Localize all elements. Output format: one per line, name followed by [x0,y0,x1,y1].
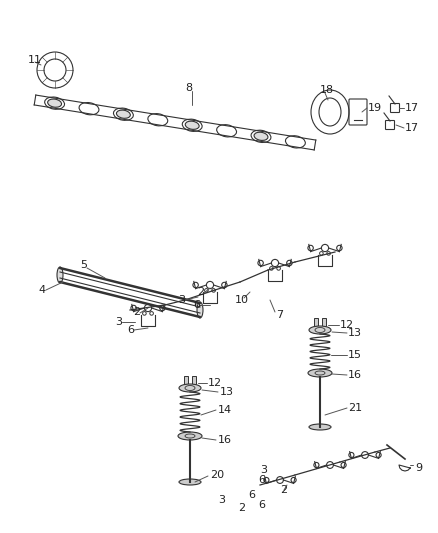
Text: 4: 4 [38,285,45,295]
Text: 20: 20 [210,470,224,480]
Text: 11: 11 [28,55,42,65]
Text: 19: 19 [368,103,382,113]
Text: 2: 2 [280,485,287,495]
Text: 16: 16 [218,435,232,445]
Ellipse shape [185,121,199,130]
Bar [192,376,196,384]
Text: 6: 6 [193,300,200,310]
Text: 8: 8 [185,83,192,93]
Text: 5: 5 [80,260,87,270]
Text: 9: 9 [415,463,422,473]
Bar [322,318,326,326]
Text: 12: 12 [208,378,222,388]
Text: 12: 12 [340,320,354,330]
Ellipse shape [308,369,332,377]
Text: 3: 3 [115,317,122,327]
Ellipse shape [254,132,268,140]
Text: 6: 6 [258,475,265,485]
Text: 14: 14 [218,405,232,415]
Ellipse shape [117,110,131,118]
Text: 2: 2 [238,503,245,513]
Text: 15: 15 [348,350,362,360]
Ellipse shape [179,479,201,485]
Ellipse shape [57,267,63,283]
Text: 6: 6 [127,325,134,335]
Text: 17: 17 [405,123,419,133]
Ellipse shape [309,326,331,334]
Ellipse shape [309,424,331,430]
Text: 3: 3 [260,465,267,475]
Text: 21: 21 [348,403,362,413]
Text: 17: 17 [405,103,419,113]
Ellipse shape [48,99,62,107]
Text: 18: 18 [320,85,334,95]
Text: 3: 3 [218,495,225,505]
Text: 10: 10 [235,295,249,305]
Ellipse shape [178,432,202,440]
Bar [314,318,318,326]
Text: 3: 3 [178,295,185,305]
Text: 2: 2 [133,307,140,317]
Text: 6: 6 [248,490,255,500]
Text: 13: 13 [220,387,234,397]
Text: 16: 16 [348,370,362,380]
Text: 6: 6 [258,500,265,510]
Ellipse shape [179,384,201,392]
Bar [184,376,188,384]
Text: 2: 2 [197,287,204,297]
Text: 7: 7 [276,310,283,320]
Text: 13: 13 [348,328,362,338]
Ellipse shape [197,302,203,318]
